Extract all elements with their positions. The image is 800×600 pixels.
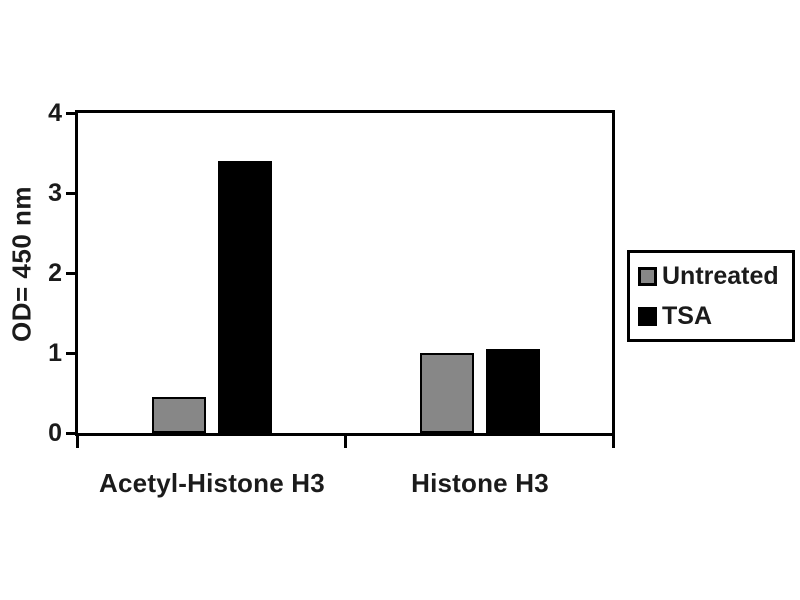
legend-label: TSA (662, 302, 712, 330)
legend-item-untreated: Untreated (638, 263, 788, 289)
x-tick-mark (612, 435, 615, 448)
y-tick-label: 3 (48, 179, 62, 207)
legend-swatch-tsa (638, 306, 657, 326)
y-tick-mark (66, 192, 77, 195)
legend-item-tsa: TSA (638, 303, 788, 329)
y-tick-mark (66, 112, 77, 115)
legend-label: Untreated (662, 262, 779, 290)
bar-untreated-2 (420, 353, 474, 433)
legend-swatch-untreated (638, 266, 657, 286)
x-tick-mark (76, 435, 79, 448)
category-label: Acetyl-Histone H3 (99, 468, 325, 498)
y-tick-mark (66, 272, 77, 275)
y-tick-mark (66, 432, 77, 435)
y-tick-label: 0 (48, 419, 62, 447)
bar-tsa-2 (486, 349, 540, 433)
legend: Untreated TSA (627, 250, 795, 342)
y-tick-label: 1 (48, 339, 62, 367)
x-tick-mark (344, 435, 347, 448)
bar-untreated-1 (152, 397, 206, 433)
y-tick-label: 2 (48, 259, 62, 287)
category-label: Histone H3 (411, 468, 549, 498)
y-tick-mark (66, 352, 77, 355)
y-tick-label: 4 (48, 99, 62, 127)
bar-tsa-1 (218, 161, 272, 433)
